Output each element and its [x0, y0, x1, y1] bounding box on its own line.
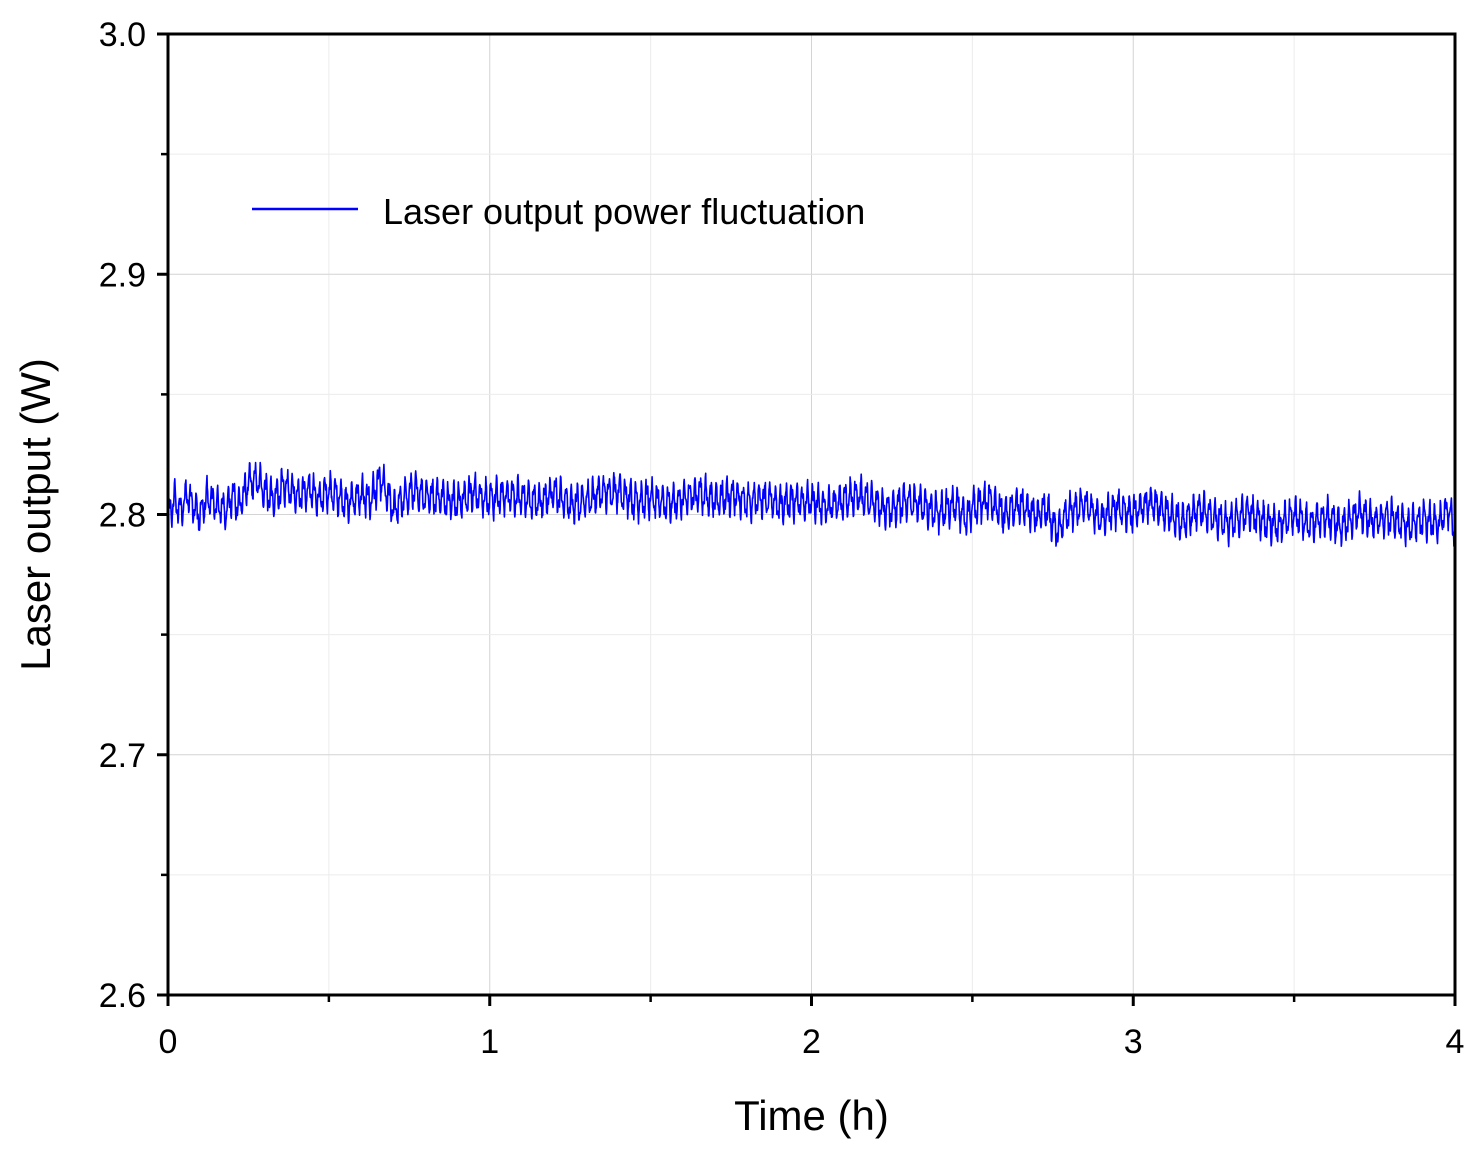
x-tick-label: 2: [802, 1023, 821, 1061]
y-tick-label: 2.7: [99, 737, 146, 775]
ticks: [157, 32, 1457, 1006]
legend-label: Laser output power fluctuation: [383, 191, 865, 232]
x-tick-label: 4: [1446, 1023, 1465, 1061]
y-tick-label: 3.0: [99, 16, 146, 54]
x-tick-label: 1: [480, 1023, 499, 1061]
x-tick-label: 0: [159, 1023, 178, 1061]
x-axis-title: Time (h): [734, 1092, 889, 1139]
x-tick-labels: 0 1 2 3 4: [159, 1023, 1465, 1061]
y-axis-title: Laser output (W): [12, 358, 59, 671]
y-tick-label: 2.8: [99, 497, 146, 535]
series-line: [167, 461, 1456, 760]
grid: [168, 34, 1455, 995]
y-tick-labels: 2.6 2.7 2.8 2.9 3.0: [99, 16, 146, 1015]
legend: Laser output power fluctuation: [252, 191, 865, 232]
series-layer: [167, 461, 1456, 760]
x-tick-label: 3: [1124, 1023, 1143, 1061]
y-tick-label: 2.9: [99, 256, 146, 294]
y-tick-label: 2.6: [99, 977, 146, 1015]
